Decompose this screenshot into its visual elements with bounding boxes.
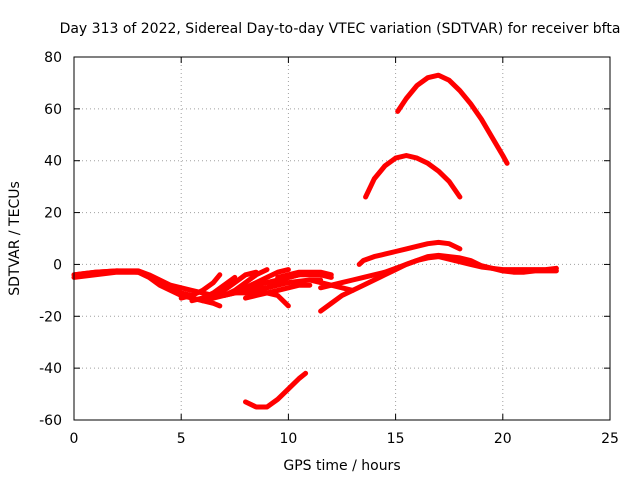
series-line-arc-13: [275, 269, 334, 280]
series-line-arc-3: [71, 268, 195, 298]
plot-frame: [73, 56, 611, 421]
series-line-arc-19: [363, 153, 463, 200]
y-tick-label: 80: [44, 50, 62, 66]
y-axis-title: SDTVAR / TECUs: [7, 181, 23, 296]
series-line-arc-15: [318, 252, 559, 314]
x-tick-label: 5: [177, 431, 186, 447]
x-tick-label: 0: [70, 431, 79, 447]
series-line-arc-20: [395, 72, 510, 166]
y-tick-label: 0: [53, 257, 62, 273]
tick-layer: [73, 56, 611, 421]
series-line-arc-16: [318, 254, 559, 291]
x-axis-title: GPS time / hours: [283, 458, 400, 474]
x-tick-label: 25: [601, 431, 619, 447]
x-tick-label: 20: [494, 431, 512, 447]
series-line-arc-4: [178, 272, 223, 301]
series-line-arc-5: [189, 274, 238, 304]
series-line-arc-12: [243, 282, 313, 301]
y-tick-label: 20: [44, 206, 62, 222]
y-tick-label: 60: [44, 102, 62, 118]
label-layer: 0 5 10 15 20 25 -60 -40 -20 0 20 40 60 80: [39, 50, 619, 447]
series-line-arc-18: [243, 370, 309, 410]
x-tick-label: 15: [387, 431, 405, 447]
y-tick-label: 40: [44, 154, 62, 170]
x-tick-label: 10: [279, 431, 297, 447]
grid-layer: [74, 57, 610, 420]
series-layer: [71, 72, 559, 410]
series-line-arc-10: [243, 272, 334, 291]
y-tick-label: -60: [39, 413, 62, 429]
chart-title: Day 313 of 2022, Sidereal Day-to-day VTE…: [60, 21, 621, 37]
y-tick-label: -40: [39, 361, 62, 377]
y-tick-label: -20: [39, 309, 62, 325]
series-line-arc-17: [356, 239, 463, 267]
